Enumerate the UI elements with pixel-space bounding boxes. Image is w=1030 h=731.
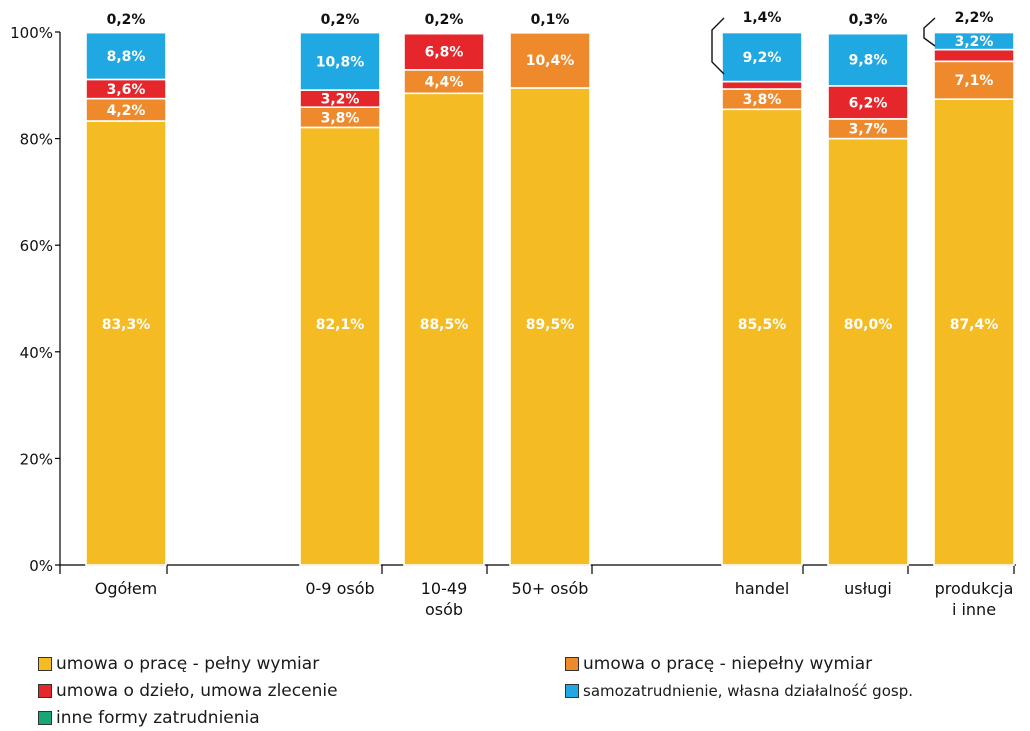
bar-segment bbox=[827, 31, 909, 35]
callout-bracket bbox=[923, 17, 936, 47]
x-category-label: Ogółem bbox=[95, 579, 158, 598]
bar-segment bbox=[85, 30, 167, 34]
data-label: 3,6% bbox=[107, 82, 146, 98]
bar-segment bbox=[299, 126, 381, 566]
data-label: 0,2% bbox=[425, 12, 464, 28]
bar-segment bbox=[933, 31, 1015, 51]
data-label: 0,3% bbox=[849, 12, 888, 28]
bar-segment bbox=[721, 80, 803, 90]
x-category-label: usługi bbox=[844, 579, 892, 598]
data-label: 6,8% bbox=[425, 45, 464, 61]
legend-label-self-employment: samozatrudnienie, własna działalność gos… bbox=[583, 682, 913, 700]
x-category-label: 0-9 osób bbox=[305, 579, 374, 598]
data-label: 3,2% bbox=[321, 92, 360, 108]
legend-swatch-self-employment bbox=[565, 684, 579, 698]
data-label: 9,2% bbox=[743, 50, 782, 66]
x-category-label: 50+ osób bbox=[512, 579, 589, 598]
data-label: 0,2% bbox=[107, 12, 146, 28]
legend-label-part-time: umowa o pracę - niepełny wymiar bbox=[583, 654, 873, 674]
callout-bracket bbox=[711, 17, 725, 75]
data-label: 7,1% bbox=[955, 73, 994, 89]
y-tick-label: 20% bbox=[20, 450, 53, 468]
data-label: 3,8% bbox=[743, 92, 782, 108]
x-category-label: handel bbox=[735, 579, 790, 598]
bar-segment bbox=[299, 31, 381, 91]
data-label: 2,2% bbox=[955, 10, 994, 26]
data-label: 4,2% bbox=[107, 103, 146, 119]
bar-segment bbox=[403, 92, 485, 566]
data-label: 3,7% bbox=[849, 122, 888, 138]
data-label: 8,8% bbox=[107, 49, 146, 65]
bar-segment bbox=[509, 87, 591, 566]
legend-item-part-time: umowa o pracę - niepełny wymiar bbox=[565, 654, 872, 674]
bar-segment bbox=[403, 31, 485, 35]
data-label: 83,3% bbox=[102, 317, 151, 333]
legend-item-other: inne formy zatrudnienia bbox=[38, 708, 260, 728]
data-label: 0,2% bbox=[321, 12, 360, 28]
bar-segment bbox=[403, 32, 485, 71]
bar-segment bbox=[85, 120, 167, 566]
legend-label-full-time: umowa o pracę - pełny wymiar bbox=[56, 654, 320, 674]
data-label: 4,4% bbox=[425, 75, 464, 91]
legend-swatch-full-time bbox=[38, 657, 52, 671]
x-category-label: produkcja bbox=[935, 579, 1014, 598]
y-tick-label: 40% bbox=[20, 344, 53, 362]
data-label: 1,4% bbox=[743, 10, 782, 26]
data-label: 82,1% bbox=[316, 317, 365, 333]
data-label: 6,2% bbox=[849, 95, 888, 111]
data-label: 10,4% bbox=[526, 53, 575, 69]
data-label: 80,0% bbox=[844, 317, 893, 333]
legend-swatch-other bbox=[38, 711, 52, 725]
data-label: 10,8% bbox=[316, 54, 365, 70]
bar-segment bbox=[933, 98, 1015, 566]
bar-segment bbox=[509, 31, 591, 89]
y-tick-label: 60% bbox=[20, 237, 53, 255]
legend-label-contract: umowa o dzieło, umowa zlecenie bbox=[56, 681, 338, 701]
data-label: 87,4% bbox=[950, 317, 999, 333]
y-tick-label: 80% bbox=[20, 131, 53, 149]
bar-segment bbox=[509, 31, 591, 34]
data-label: 89,5% bbox=[526, 317, 575, 333]
data-label: 0,1% bbox=[531, 12, 570, 28]
x-category-label: 10-49 bbox=[421, 579, 468, 598]
x-category-label: osób bbox=[425, 600, 463, 619]
bar-segment bbox=[721, 31, 803, 83]
data-label: 85,5% bbox=[738, 317, 787, 333]
bar-segment bbox=[933, 48, 1015, 63]
data-label: 3,8% bbox=[321, 110, 360, 126]
y-tick-label: 100% bbox=[10, 24, 53, 42]
data-label: 3,2% bbox=[955, 34, 994, 50]
bar-segment bbox=[299, 30, 381, 34]
data-label: 88,5% bbox=[420, 317, 469, 333]
legend-swatch-contract bbox=[38, 684, 52, 698]
bar-segment bbox=[85, 31, 167, 81]
bar-segment bbox=[827, 32, 909, 87]
legend-item-contract: umowa o dzieło, umowa zlecenie bbox=[38, 681, 338, 701]
bar-segment bbox=[827, 137, 909, 566]
bar-segment bbox=[721, 108, 803, 566]
y-tick-label: 0% bbox=[29, 557, 53, 575]
legend-swatch-part-time bbox=[565, 657, 579, 671]
legend-item-self-employment: samozatrudnienie, własna działalność gos… bbox=[565, 682, 913, 700]
legend-item-full-time: umowa o pracę - pełny wymiar bbox=[38, 654, 319, 674]
data-label: 9,8% bbox=[849, 53, 888, 69]
x-category-label: i inne bbox=[952, 600, 996, 619]
legend-label-other: inne formy zatrudnienia bbox=[56, 708, 260, 728]
